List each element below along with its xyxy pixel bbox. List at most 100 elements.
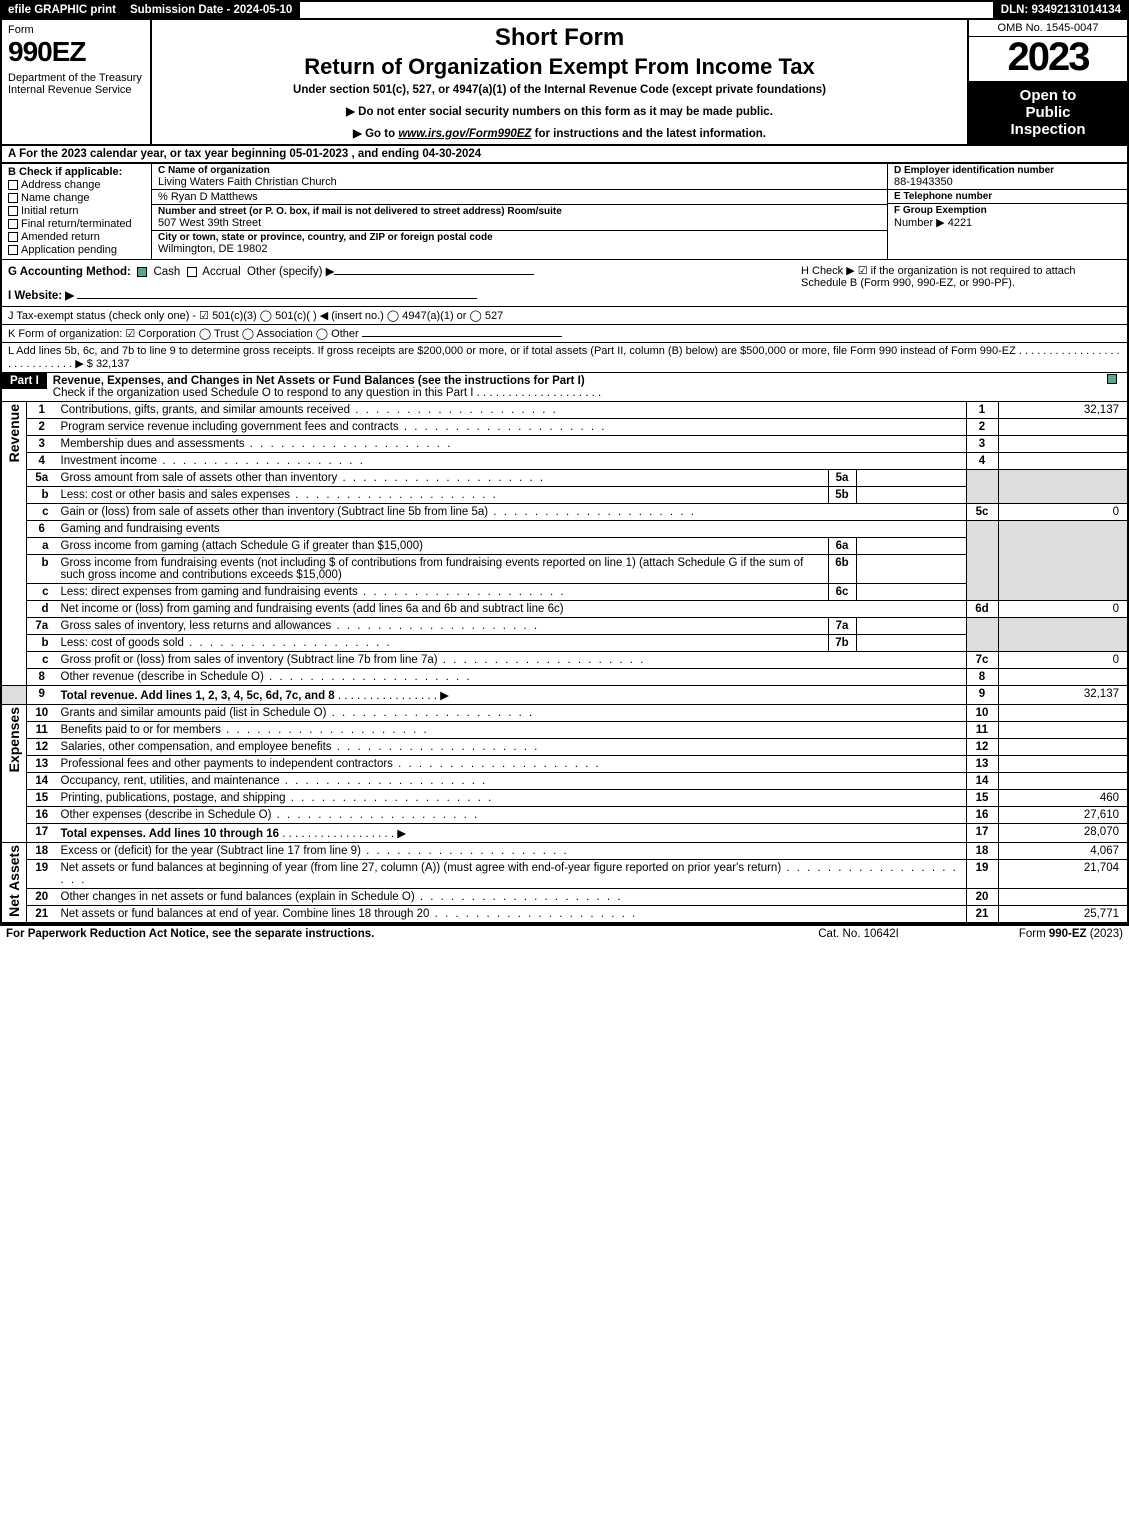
n12: 12 bbox=[27, 739, 57, 756]
chk-amended[interactable]: Amended return bbox=[8, 231, 145, 243]
chk-address[interactable]: Address change bbox=[8, 179, 145, 191]
val6b[interactable] bbox=[856, 555, 966, 584]
val7a[interactable] bbox=[856, 618, 966, 635]
rv17: 28,070 bbox=[998, 824, 1128, 843]
f-group: F Group Exemption Number ▶ 4221 bbox=[888, 204, 1127, 230]
open-line3: Inspection bbox=[973, 121, 1123, 138]
g-lbl: G Accounting Method: bbox=[8, 266, 131, 278]
in7a: 7a bbox=[828, 618, 856, 635]
irs-link[interactable]: www.irs.gov/Form990EZ bbox=[398, 128, 531, 140]
t13: Professional fees and other payments to … bbox=[57, 756, 967, 773]
dept-label: Department of the Treasury Internal Reve… bbox=[8, 72, 144, 96]
c-name-lbl: C Name of organization bbox=[158, 165, 881, 176]
t6d: Net income or (loss) from gaming and fun… bbox=[57, 601, 967, 618]
rv16: 27,610 bbox=[998, 807, 1128, 824]
n5a: 5a bbox=[27, 470, 57, 487]
t6c: Less: direct expenses from gaming and fu… bbox=[57, 584, 829, 601]
block-gh: G Accounting Method: Cash Accrual Other … bbox=[0, 260, 1129, 307]
rn21: 21 bbox=[966, 906, 998, 924]
val6a[interactable] bbox=[856, 538, 966, 555]
t8: Other revenue (describe in Schedule O) bbox=[57, 669, 967, 686]
form-header: Form 990EZ Department of the Treasury In… bbox=[0, 18, 1129, 146]
in5a: 5a bbox=[828, 470, 856, 487]
phone-lbl: E Telephone number bbox=[894, 191, 1121, 202]
t2: Program service revenue including govern… bbox=[57, 419, 967, 436]
n7a: 7a bbox=[27, 618, 57, 635]
rn16: 16 bbox=[966, 807, 998, 824]
n13: 13 bbox=[27, 756, 57, 773]
chk-cash[interactable] bbox=[137, 267, 147, 277]
rn12: 12 bbox=[966, 739, 998, 756]
n6d: d bbox=[27, 601, 57, 618]
chk-name[interactable]: Name change bbox=[8, 192, 145, 204]
topbar-spacer bbox=[300, 2, 994, 18]
other-specify-input[interactable] bbox=[334, 274, 534, 275]
rv2 bbox=[998, 419, 1128, 436]
chk-initial[interactable]: Initial return bbox=[8, 205, 145, 217]
section-b: B Check if applicable: Address change Na… bbox=[2, 164, 152, 259]
t15: Printing, publications, postage, and shi… bbox=[57, 790, 967, 807]
n6b: b bbox=[27, 555, 57, 584]
shv5 bbox=[998, 470, 1128, 504]
c-city: City or town, state or province, country… bbox=[152, 231, 887, 256]
city-lbl: City or town, state or province, country… bbox=[158, 232, 881, 243]
group-val: Number ▶ 4221 bbox=[894, 216, 1121, 229]
section-c: C Name of organization Living Waters Fai… bbox=[152, 164, 887, 259]
n20: 20 bbox=[27, 889, 57, 906]
part1-sub: Check if the organization used Schedule … bbox=[53, 387, 601, 399]
t1: Contributions, gifts, grants, and simila… bbox=[57, 402, 967, 419]
val6c[interactable] bbox=[856, 584, 966, 601]
n10: 10 bbox=[27, 705, 57, 722]
t5b: Less: cost or other basis and sales expe… bbox=[57, 487, 829, 504]
n1: 1 bbox=[27, 402, 57, 419]
j-tax-exempt: J Tax-exempt status (check only one) - ☑… bbox=[0, 307, 1129, 325]
c-addr: Number and street (or P. O. box, if mail… bbox=[152, 205, 887, 231]
side-netassets: Net Assets bbox=[1, 843, 27, 924]
in7b: 7b bbox=[828, 635, 856, 652]
ein-lbl: D Employer identification number bbox=[894, 165, 1121, 176]
rn4: 4 bbox=[966, 453, 998, 470]
tax-year: 2023 bbox=[969, 37, 1127, 77]
n6a: a bbox=[27, 538, 57, 555]
val7b[interactable] bbox=[856, 635, 966, 652]
c-name: C Name of organization Living Waters Fai… bbox=[152, 164, 887, 190]
t17: Total expenses. Add lines 10 through 16 … bbox=[57, 824, 967, 843]
chk-final[interactable]: Final return/terminated bbox=[8, 218, 145, 230]
rv19: 21,704 bbox=[998, 860, 1128, 889]
in6a: 6a bbox=[828, 538, 856, 555]
part1-check[interactable] bbox=[1099, 373, 1127, 385]
rn8: 8 bbox=[966, 669, 998, 686]
rn14: 14 bbox=[966, 773, 998, 790]
t14: Occupancy, rent, utilities, and maintena… bbox=[57, 773, 967, 790]
rv15: 460 bbox=[998, 790, 1128, 807]
sh6 bbox=[966, 521, 998, 601]
rn3: 3 bbox=[966, 436, 998, 453]
rv20 bbox=[998, 889, 1128, 906]
chk-pending[interactable]: Application pending bbox=[8, 244, 145, 256]
side-expenses: Expenses bbox=[1, 705, 27, 843]
chk-accrual[interactable] bbox=[187, 267, 197, 277]
val5b[interactable] bbox=[856, 487, 966, 504]
bullet-goto: ▶ Go to www.irs.gov/Form990EZ for instru… bbox=[160, 126, 959, 140]
val5a[interactable] bbox=[856, 470, 966, 487]
rv21: 25,771 bbox=[998, 906, 1128, 924]
n18: 18 bbox=[27, 843, 57, 860]
in6c: 6c bbox=[828, 584, 856, 601]
open-line2: Public bbox=[973, 104, 1123, 121]
other-org-input[interactable] bbox=[362, 336, 562, 337]
t7a: Gross sales of inventory, less returns a… bbox=[57, 618, 829, 635]
t21: Net assets or fund balances at end of ye… bbox=[57, 906, 967, 924]
dln-label: DLN: 93492131014134 bbox=[995, 2, 1127, 18]
line-a: A For the 2023 calendar year, or tax yea… bbox=[0, 146, 1129, 164]
n5b: b bbox=[27, 487, 57, 504]
rv4 bbox=[998, 453, 1128, 470]
website-input[interactable] bbox=[77, 298, 477, 299]
footer-left: For Paperwork Reduction Act Notice, see … bbox=[6, 928, 818, 940]
l-text: L Add lines 5b, 6c, and 7b to line 9 to … bbox=[8, 345, 1120, 370]
rn11: 11 bbox=[966, 722, 998, 739]
t3: Membership dues and assessments bbox=[57, 436, 967, 453]
addr-lbl: Number and street (or P. O. box, if mail… bbox=[158, 206, 881, 217]
efile-label[interactable]: efile GRAPHIC print bbox=[2, 2, 124, 18]
group-lbl: F Group Exemption bbox=[894, 205, 1121, 216]
b-header: B Check if applicable: bbox=[8, 166, 145, 178]
